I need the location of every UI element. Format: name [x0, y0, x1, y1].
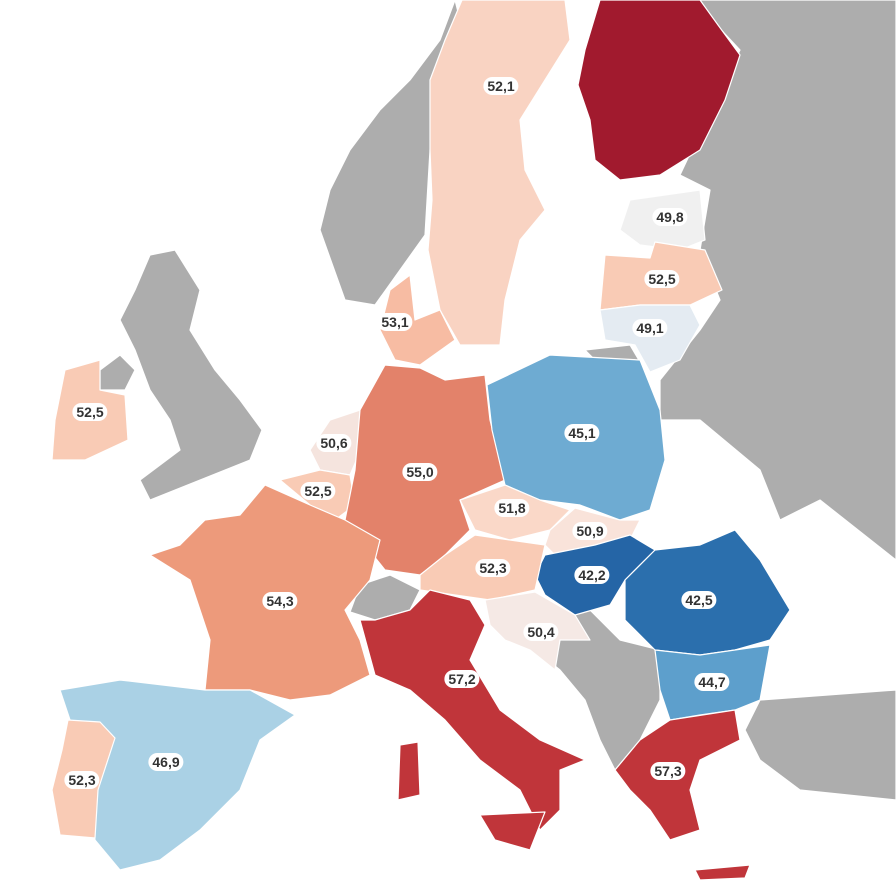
country-france — [149, 484, 381, 701]
country-greece-crete — [694, 864, 751, 881]
label-hungary: 42,2 — [574, 566, 610, 584]
label-bulgaria: 44,7 — [694, 673, 730, 691]
label-ireland: 52,5 — [72, 403, 108, 421]
label-spain: 46,9 — [148, 753, 184, 771]
label-france: 54,3 — [262, 592, 298, 610]
label-estonia: 49,8 — [652, 208, 688, 226]
country-italy-sardinia — [397, 741, 421, 801]
country-denmark — [379, 274, 456, 366]
label-portugal: 52,3 — [64, 771, 100, 789]
label-germany: 55,0 — [402, 463, 438, 481]
label-croatia: 50,4 — [523, 623, 559, 641]
label-greece: 57,3 — [650, 762, 686, 780]
label-belgium: 52,5 — [300, 482, 336, 500]
country-italy-sicily — [479, 811, 546, 851]
northern-ireland — [99, 354, 136, 391]
label-slovakia: 50,9 — [572, 522, 608, 540]
country-italy — [359, 589, 586, 831]
label-austria: 52,3 — [475, 559, 511, 577]
label-denmark: 53,1 — [377, 313, 413, 331]
country-sweden — [427, 0, 571, 346]
label-poland: 45,1 — [564, 424, 600, 442]
country-finland — [577, 0, 741, 181]
country-lithuania — [599, 304, 701, 373]
label-italy: 57,2 — [444, 670, 480, 688]
great-britain — [119, 249, 263, 501]
label-netherlands: 50,6 — [316, 434, 352, 452]
label-czechia: 51,8 — [494, 499, 530, 517]
label-sweden: 52,1 — [483, 77, 519, 95]
label-romania: 42,5 — [681, 591, 717, 609]
label-lithuania: 49,1 — [632, 319, 668, 337]
label-latvia: 52,5 — [644, 270, 680, 288]
turkey — [744, 689, 896, 801]
